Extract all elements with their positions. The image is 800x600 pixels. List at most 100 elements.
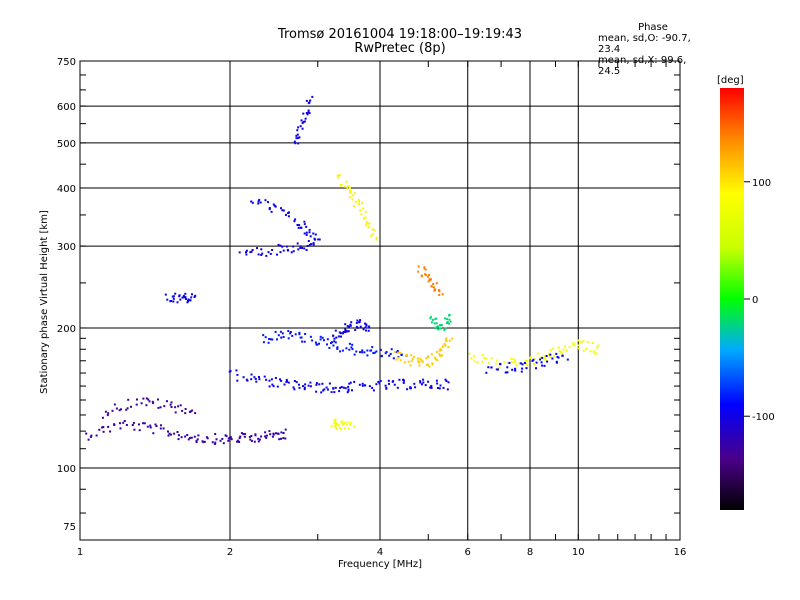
data-point — [425, 364, 428, 367]
data-point — [265, 434, 268, 437]
data-point — [187, 300, 189, 302]
data-point — [439, 348, 442, 351]
data-point — [142, 397, 145, 400]
x-tick-label: 1 — [77, 547, 83, 558]
data-point — [189, 299, 192, 302]
data-point — [435, 358, 437, 361]
data-point — [443, 343, 446, 345]
data-point — [295, 137, 298, 140]
data-point — [512, 358, 515, 361]
data-point — [543, 354, 546, 357]
data-point — [448, 313, 451, 316]
data-point — [191, 409, 194, 412]
data-point — [390, 348, 393, 351]
data-point — [596, 344, 599, 347]
data-point — [292, 386, 295, 389]
data-point — [279, 330, 282, 333]
data-point — [214, 441, 217, 444]
data-point — [396, 350, 399, 352]
data-point — [211, 441, 214, 444]
data-point — [473, 360, 476, 363]
data-point — [445, 337, 448, 340]
data-point — [307, 240, 310, 242]
data-point — [323, 339, 325, 342]
data-point — [280, 379, 283, 382]
data-point — [290, 251, 293, 254]
data-point — [427, 380, 430, 383]
data-point — [343, 427, 346, 430]
data-point — [334, 421, 337, 424]
data-point — [385, 386, 388, 389]
data-point — [437, 328, 440, 331]
data-point — [515, 364, 518, 367]
data-point — [428, 365, 431, 368]
data-point — [262, 334, 265, 337]
data-point — [506, 366, 509, 369]
data-point — [250, 434, 253, 437]
data-point — [164, 293, 167, 296]
data-point — [503, 361, 506, 364]
data-point — [362, 207, 365, 210]
data-point — [264, 435, 267, 438]
chart-subtitle: RwPretec (8p) — [354, 41, 446, 56]
data-point — [344, 323, 347, 326]
data-point — [315, 343, 318, 346]
data-point — [296, 133, 299, 136]
data-point — [303, 340, 306, 343]
data-point — [333, 391, 336, 394]
data-point — [440, 323, 443, 326]
data-point — [351, 348, 354, 351]
data-point — [421, 360, 424, 363]
data-point — [400, 353, 403, 356]
data-point — [274, 377, 277, 379]
data-point — [136, 398, 138, 401]
data-point — [402, 381, 405, 384]
data-point — [435, 322, 438, 325]
data-point — [271, 383, 274, 386]
data-point — [435, 326, 438, 329]
data-point — [257, 437, 260, 440]
data-point — [279, 251, 282, 254]
data-point — [268, 385, 271, 388]
data-point — [127, 398, 130, 401]
data-point — [347, 389, 350, 392]
data-point — [265, 378, 268, 381]
data-point — [339, 350, 342, 353]
data-point — [347, 388, 350, 391]
data-point — [268, 208, 271, 211]
data-point — [430, 386, 433, 389]
data-point — [336, 174, 339, 177]
data-point — [333, 340, 336, 343]
data-point — [498, 366, 500, 369]
data-point — [339, 427, 342, 429]
data-point — [145, 397, 148, 400]
data-point — [307, 109, 310, 112]
data-point — [403, 361, 406, 364]
data-point — [375, 383, 378, 386]
data-point — [429, 386, 432, 389]
data-point — [284, 428, 287, 431]
data-point — [294, 333, 297, 336]
data-point — [143, 422, 146, 425]
data-point — [377, 380, 380, 383]
data-point — [176, 301, 179, 304]
data-point — [297, 226, 300, 229]
data-point — [298, 383, 300, 386]
data-point — [529, 356, 532, 359]
x-tick-label: 10 — [572, 547, 585, 558]
data-point — [438, 290, 441, 293]
data-point — [107, 412, 110, 415]
data-point — [345, 347, 348, 350]
data-point — [282, 336, 285, 338]
data-point — [427, 363, 430, 366]
data-point — [272, 203, 275, 206]
data-point — [194, 294, 197, 297]
data-point — [345, 180, 348, 183]
data-point — [511, 368, 514, 371]
data-point — [521, 363, 524, 366]
data-point — [237, 439, 240, 442]
data-point — [271, 249, 274, 251]
data-point — [423, 267, 426, 270]
data-point — [138, 429, 141, 432]
data-point — [270, 378, 273, 381]
